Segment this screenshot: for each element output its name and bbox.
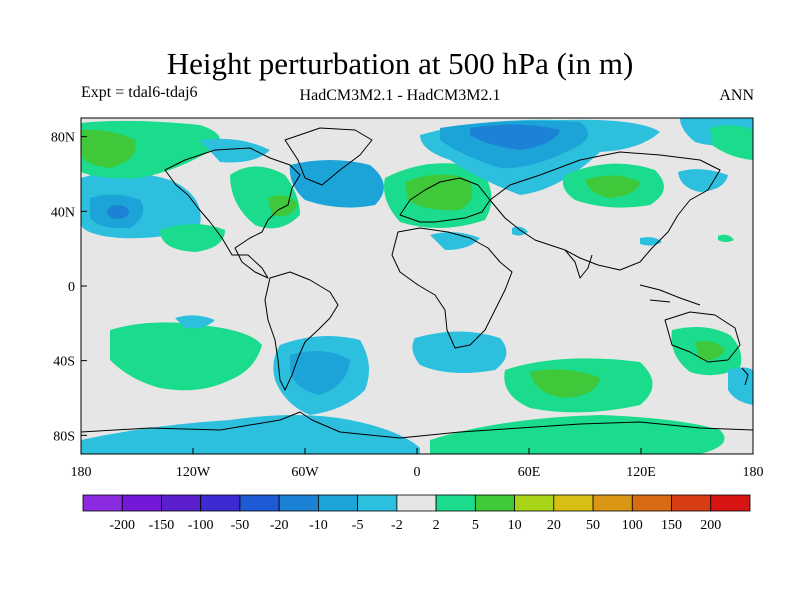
lat-tick-label: 0 — [68, 280, 75, 295]
colorbar-label: 2 — [433, 518, 440, 533]
map-title: Height perturbation at 500 hPa (in m) — [166, 46, 634, 81]
contour-region — [430, 232, 480, 250]
colorbar-label: -200 — [109, 518, 135, 533]
colorbar-swatch — [121, 494, 162, 512]
colorbar-swatch — [318, 494, 359, 512]
contour-region — [160, 224, 225, 252]
colorbar-label: -10 — [309, 518, 328, 533]
contour-region — [430, 415, 725, 454]
contour-region — [678, 169, 728, 192]
contour-region — [81, 415, 420, 454]
contour-region — [290, 351, 350, 395]
contour-region — [200, 138, 270, 163]
coastline-north-america — [164, 147, 301, 279]
colorbar-swatch — [278, 494, 319, 512]
colorbar-label: 200 — [700, 518, 721, 533]
contour-region — [175, 315, 215, 329]
coastline-islands — [639, 284, 701, 306]
colorbar-label: -5 — [352, 518, 364, 533]
coastline-new-zealand — [741, 367, 749, 386]
lat-tick-label: 40S — [53, 355, 75, 370]
colorbar-label: 150 — [661, 518, 682, 533]
coastline-india — [564, 249, 593, 279]
lon-tick-label: 180 — [743, 465, 764, 480]
coastline-antarctica — [81, 411, 753, 439]
contour-region — [81, 129, 136, 168]
colorbar-swatch — [357, 494, 398, 512]
lon-tick-label: 60W — [291, 465, 319, 480]
colorbar-label: 20 — [547, 518, 561, 533]
coastline-africa — [391, 227, 513, 349]
season-label: ANN — [719, 87, 754, 104]
lon-tick-label: 120W — [176, 465, 211, 480]
contour-region — [470, 124, 560, 150]
colorbar-swatch — [239, 494, 280, 512]
colorbar-label: 100 — [622, 518, 643, 533]
lon-tick-label: 120E — [626, 465, 656, 480]
colorbar-swatch — [553, 494, 594, 512]
model-label: HadCM3M2.1 - HadCM3M2.1 — [299, 87, 501, 104]
coastline-asia — [489, 151, 721, 271]
coastline-australia — [664, 311, 741, 363]
colorbar-swatch — [631, 494, 672, 512]
contour-region — [718, 234, 734, 242]
colorbar-swatch — [161, 494, 202, 512]
colorbar-label: -2 — [391, 518, 403, 533]
lon-tick-label: 0 — [414, 465, 421, 480]
contour-region — [512, 226, 528, 236]
colorbar-swatch — [671, 494, 712, 512]
lon-tick-label: 60E — [518, 465, 541, 480]
colorbar-label: -20 — [270, 518, 289, 533]
colorbar-swatch — [710, 494, 751, 512]
contour-region — [107, 205, 129, 219]
coastline-south-america — [264, 271, 339, 391]
colorbar-label: 5 — [472, 518, 479, 533]
colorbar-swatch — [592, 494, 633, 512]
axis-ticks: 80N 40N 0 40S 80S 180 120W 60W 0 60E 120E 180 — [51, 131, 764, 480]
colorbar-swatch — [82, 494, 123, 512]
colorbar-label: 10 — [508, 518, 522, 533]
colorbar-swatch — [396, 494, 437, 512]
colorbar-swatch — [474, 494, 515, 512]
coastline-greenland — [284, 127, 373, 186]
colorbar-swatch — [514, 494, 555, 512]
colorbar-swatch — [200, 494, 241, 512]
experiment-label: Expt = tdal6-tdaj6 — [81, 84, 198, 101]
contour-region — [728, 367, 753, 405]
colorbar: -200 -150 -100 -50 -20 -10 -5 -2 2 5 10 20 50 100 150 2… — [82, 494, 751, 533]
contour-region — [530, 369, 600, 398]
coastlines — [81, 127, 753, 439]
colorbar-label: 50 — [586, 518, 600, 533]
lat-tick-label: 40N — [51, 205, 75, 220]
contour-region — [289, 160, 384, 208]
contour-region — [695, 341, 725, 361]
contour-region — [110, 322, 262, 391]
contour-region — [268, 195, 298, 217]
contour-region — [412, 331, 507, 374]
colorbar-swatch — [435, 494, 476, 512]
contour-fills — [81, 118, 753, 454]
contour-region — [585, 175, 640, 198]
contour-region — [710, 125, 753, 160]
contour-region — [405, 174, 473, 211]
colorbar-label: -150 — [149, 518, 175, 533]
lat-tick-label: 80S — [53, 429, 75, 444]
lon-tick-label: 180 — [71, 465, 92, 480]
colorbar-label: -100 — [188, 518, 214, 533]
colorbar-label: -50 — [231, 518, 250, 533]
lat-tick-label: 80N — [51, 131, 75, 146]
